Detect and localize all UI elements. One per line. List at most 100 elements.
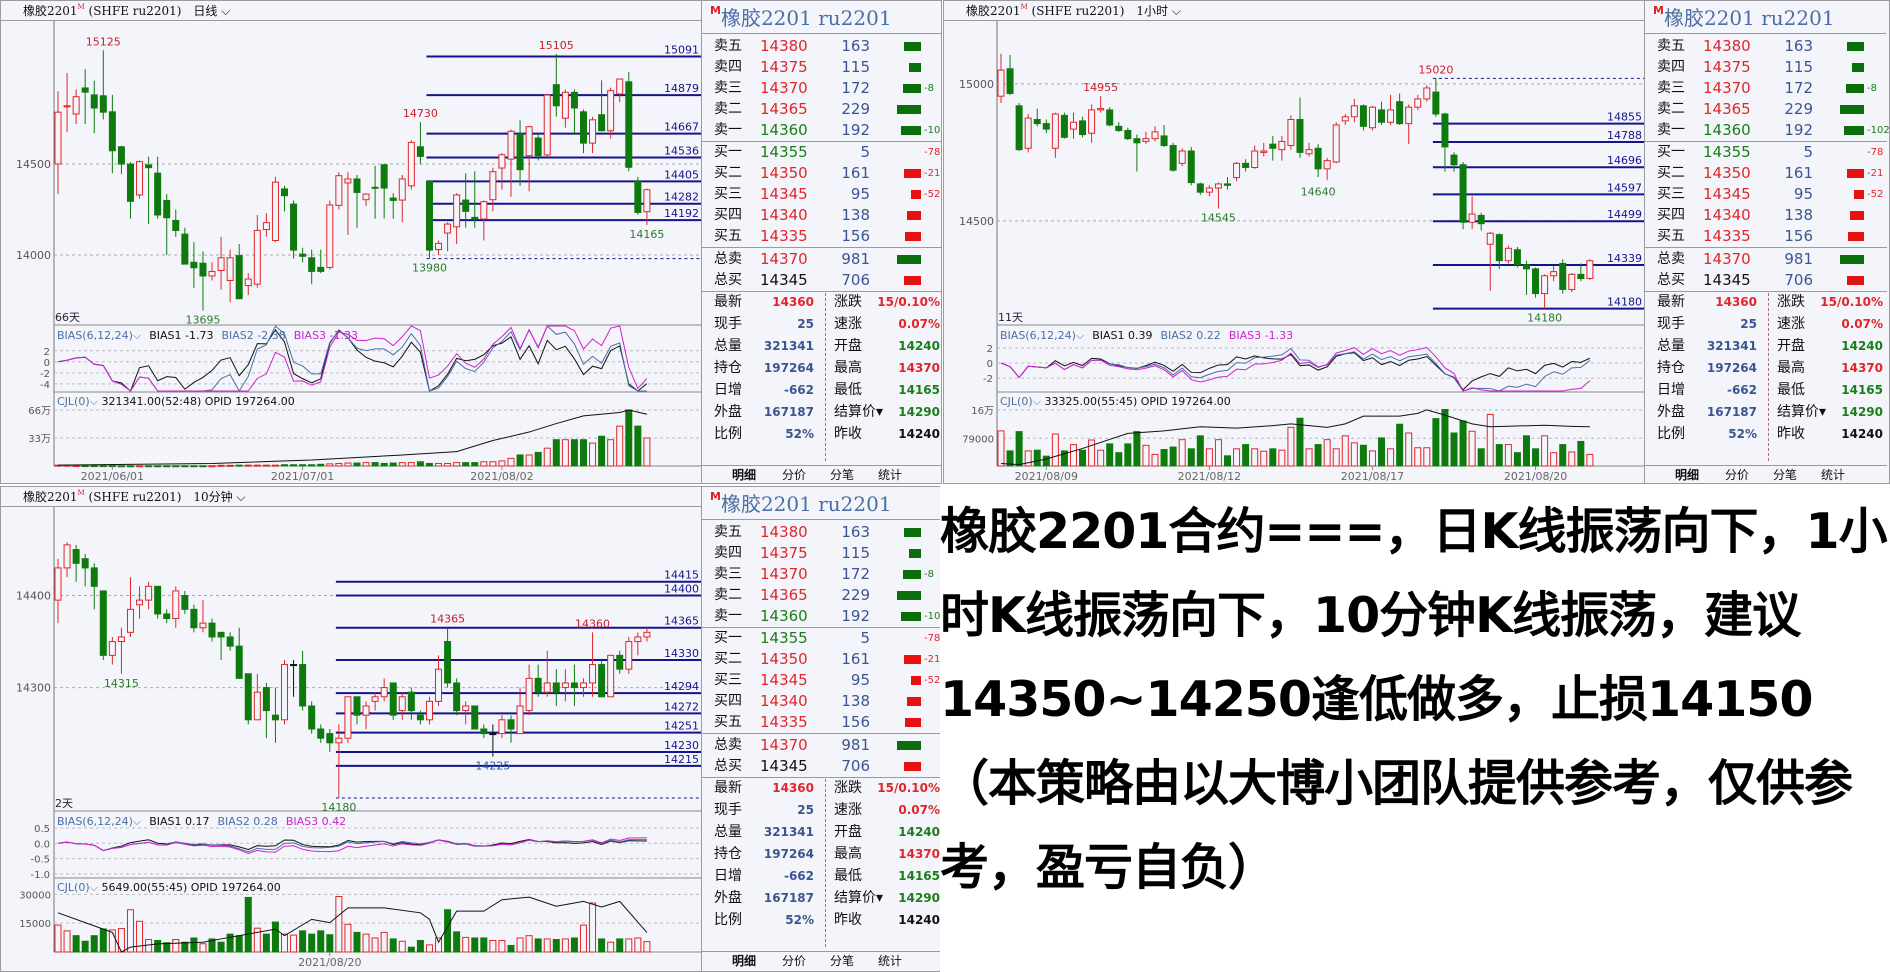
candle: [1586, 259, 1594, 280]
tab-tick[interactable]: 分笔: [830, 954, 855, 968]
bid-row-4[interactable]: 买四 14340 138: [702, 205, 941, 226]
candle: [163, 194, 171, 256]
tab-detail[interactable]: 明细: [1675, 468, 1700, 482]
ask-row-2[interactable]: 卖二 14365 229: [702, 585, 941, 606]
volume-bar: [416, 939, 424, 953]
bid-row-4[interactable]: 买四 14340 138: [1645, 205, 1887, 226]
ask-row-2[interactable]: 卖二 14365 229: [1645, 99, 1887, 120]
ask-row-4[interactable]: 卖四 14375 115: [702, 57, 941, 78]
tab-price-distribution[interactable]: 分价: [782, 954, 807, 968]
ask-row-3[interactable]: 卖三 14370 172 -8: [1645, 78, 1887, 99]
candle: [117, 627, 125, 674]
ask-row-1[interactable]: 卖一 14360 192 -102: [702, 120, 941, 141]
ask-row-5[interactable]: 卖五 14380 163: [1645, 36, 1887, 57]
candle: [1115, 122, 1123, 132]
bid-row-1[interactable]: 买一 14355 5 -78: [702, 628, 941, 649]
candle: [534, 134, 542, 161]
volume-bar: [1341, 435, 1349, 467]
bid-row-2[interactable]: 买二 14350 161 -21: [702, 163, 941, 184]
candle: [561, 89, 569, 128]
bias3-line: [57, 837, 647, 854]
volume-bar: [262, 464, 270, 467]
quote-stat-row: 持仓 197264 最高 14370: [702, 843, 941, 865]
quote-stat-row: 总量 321341 开盘 14240: [702, 335, 941, 357]
candle-body: [425, 700, 433, 721]
volume-bar: [480, 937, 488, 953]
candle: [308, 701, 316, 734]
bias-tick-label: 0: [44, 358, 50, 369]
bid-row-3[interactable]: 买三 14345 95 -52: [702, 184, 941, 205]
bid-row-5[interactable]: 买五 14335 156: [702, 712, 941, 733]
symbol-name: 橡胶2201: [23, 490, 78, 504]
candle: [163, 609, 171, 624]
period-selector[interactable]: 1小时 ⌵: [1136, 4, 1181, 18]
tab-tick[interactable]: 分笔: [1773, 468, 1798, 482]
ask-row-3[interactable]: 卖三 14370 172 -8: [702, 78, 941, 99]
candle-body: [1214, 183, 1222, 189]
tab-detail[interactable]: 明细: [732, 468, 757, 482]
stat-label: 外盘: [1657, 404, 1685, 420]
candle-body: [1251, 150, 1259, 168]
volume-bar: [1160, 449, 1168, 467]
candle-body: [1568, 273, 1576, 290]
volume-bar: [317, 930, 325, 953]
cjl-indicator-name: CJL(0): [57, 395, 90, 408]
volume-bar: [380, 462, 388, 467]
candle-body: [54, 567, 62, 601]
bid-row-3[interactable]: 买三 14345 95 -52: [1645, 184, 1887, 205]
tab-price-distribution[interactable]: 分价: [782, 468, 807, 482]
bid-row-1[interactable]: 买一 14355 5 -78: [702, 142, 941, 163]
candle-body: [1305, 149, 1313, 155]
period-selector[interactable]: 日线 ⌵: [193, 4, 230, 18]
tab-price-distribution[interactable]: 分价: [1725, 468, 1750, 482]
chart-title-bar: 橡胶2201M (SHFE ru2201) 10分钟 ⌵: [1, 487, 701, 507]
stat-label: 涨跌: [1777, 294, 1805, 310]
tab-detail[interactable]: 明细: [732, 954, 757, 968]
bid-row-2[interactable]: 买二 14350 161 -21: [1645, 163, 1887, 184]
candle: [416, 710, 424, 725]
ask-row-1[interactable]: 卖一 14360 192 -102: [702, 606, 941, 627]
candle: [335, 172, 343, 210]
total-price: 14345: [1703, 271, 1751, 289]
volume-bar: [1359, 444, 1367, 467]
ask-volume: 192: [841, 121, 870, 139]
candle: [1350, 98, 1358, 123]
candle-body: [1106, 109, 1114, 126]
stat-label: 持仓: [1657, 360, 1685, 376]
ask-row-2[interactable]: 卖二 14365 229: [702, 99, 941, 120]
tab-tick[interactable]: 分笔: [830, 468, 855, 482]
volume-tick-label: 33万: [28, 434, 51, 445]
tab-statistics[interactable]: 统计: [1821, 468, 1846, 482]
bid-row-2[interactable]: 买二 14350 161 -21: [702, 649, 941, 670]
candle-body: [1042, 123, 1050, 130]
ask-row-3[interactable]: 卖三 14370 172 -8: [702, 564, 941, 585]
ask-row-4[interactable]: 卖四 14375 115: [1645, 57, 1887, 78]
candle: [997, 53, 1005, 104]
period-selector[interactable]: 10分钟 ⌵: [193, 490, 245, 504]
tab-statistics[interactable]: 统计: [878, 468, 903, 482]
bid-row-5[interactable]: 买五 14335 156: [1645, 226, 1887, 247]
bid-row-1[interactable]: 买一 14355 5 -78: [1645, 142, 1887, 163]
tab-statistics[interactable]: 统计: [878, 954, 903, 968]
candle-body: [317, 266, 325, 272]
bid-row-4[interactable]: 买四 14340 138: [702, 691, 941, 712]
total-volume-bar: [1847, 276, 1864, 285]
ask-row-1[interactable]: 卖一 14360 192 -102: [1645, 120, 1889, 141]
bid-row-5[interactable]: 买五 14335 156: [702, 226, 941, 247]
volume-bar: [1097, 449, 1105, 467]
stat-value: 14360: [1715, 295, 1757, 309]
volume-bar: [154, 465, 162, 468]
candle-body: [199, 262, 207, 277]
ask-price: 14360: [760, 121, 808, 139]
volume-bar: [534, 451, 542, 467]
bid-row-3[interactable]: 买三 14345 95 -52: [702, 670, 941, 691]
quote-stat-row: 日增 -662 最低 14165: [702, 865, 941, 887]
candle: [498, 715, 506, 739]
ask-row-5[interactable]: 卖五 14380 163: [702, 36, 941, 57]
ask-row-4[interactable]: 卖四 14375 115: [702, 543, 941, 564]
candle: [1541, 274, 1549, 309]
candle-body: [1350, 105, 1358, 118]
candle-body: [199, 622, 207, 629]
ask-row-5[interactable]: 卖五 14380 163: [702, 522, 941, 543]
candle: [507, 129, 515, 197]
